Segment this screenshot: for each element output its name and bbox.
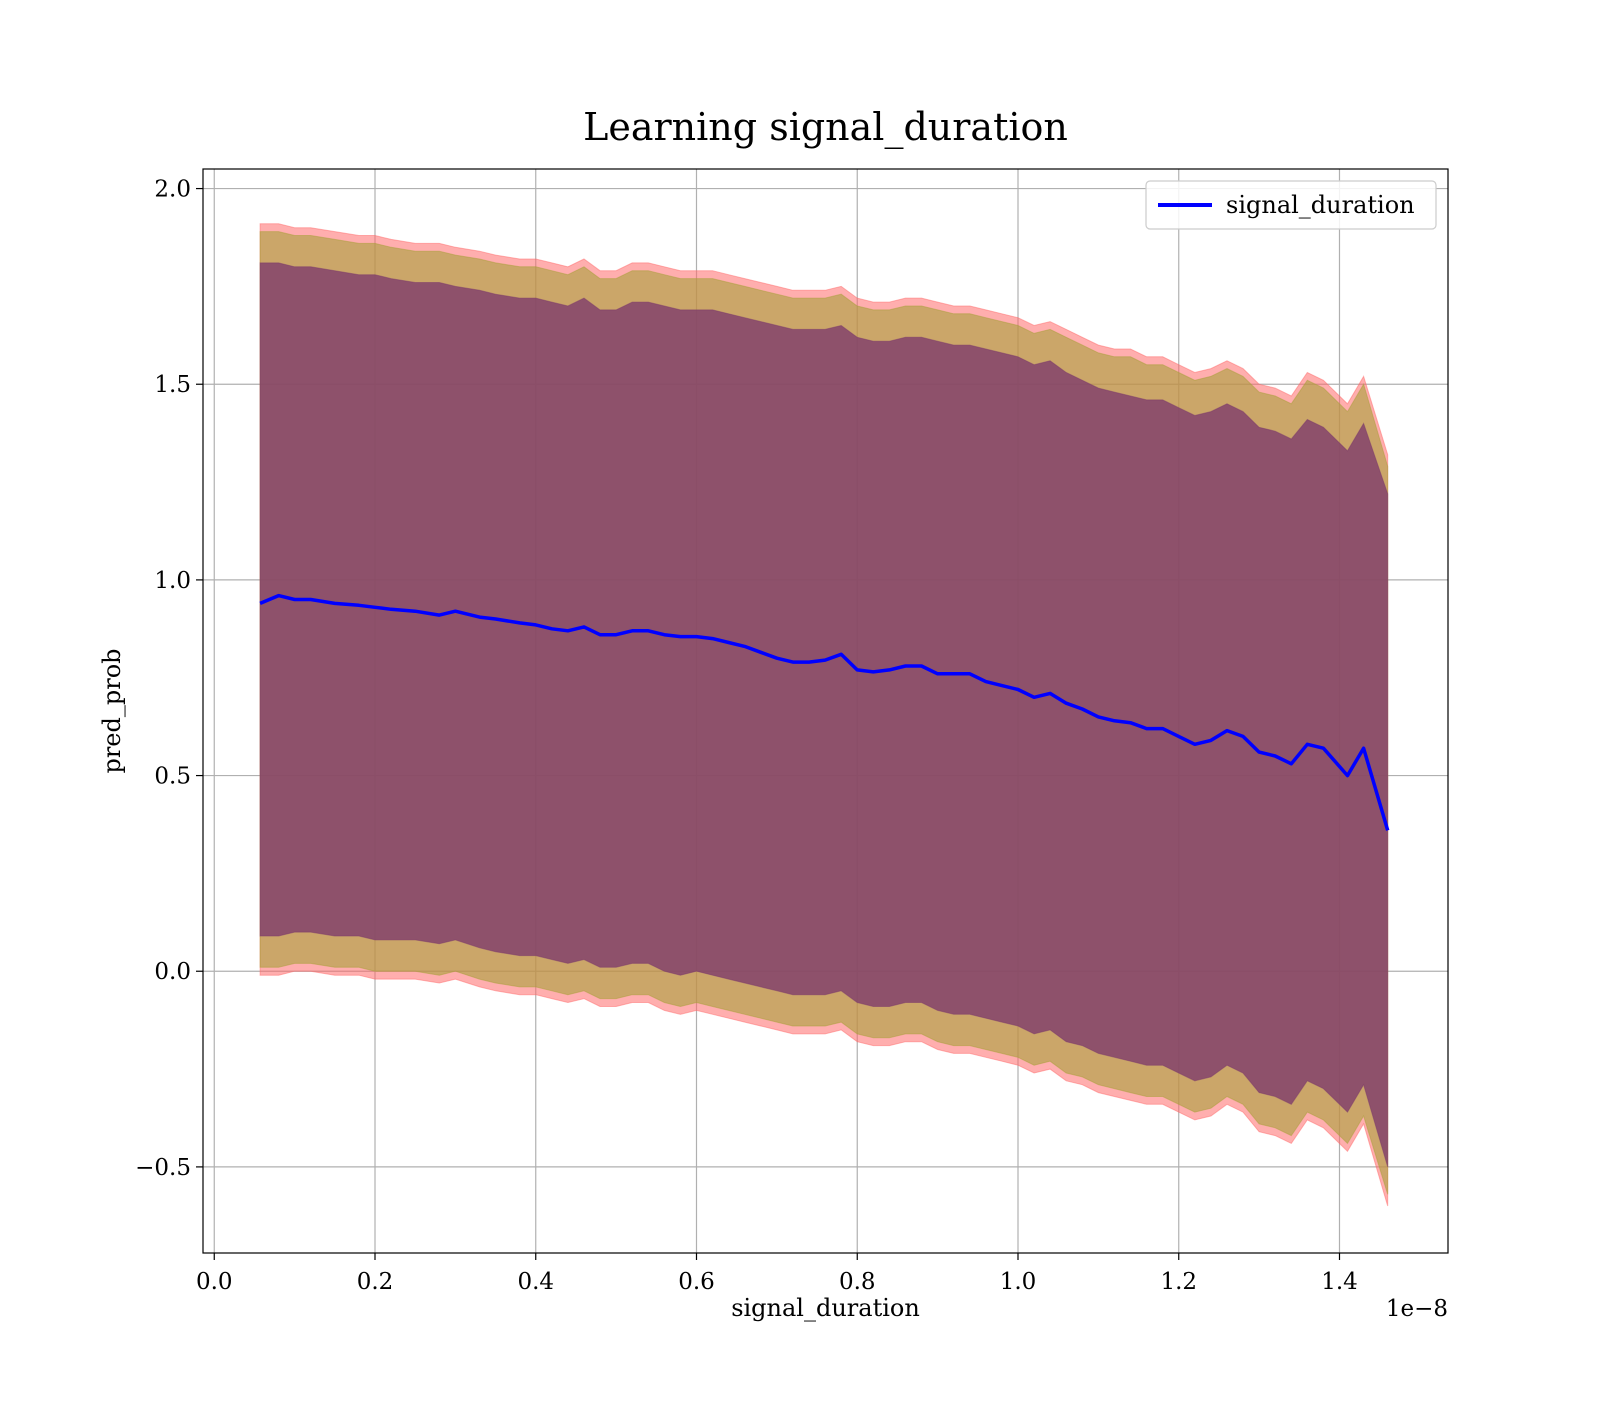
legend: signal_duration	[1145, 180, 1437, 230]
y-tick-label: 1.5	[154, 372, 191, 398]
line-layer	[259, 593, 1390, 831]
y-tick-label: −0.5	[135, 1155, 191, 1181]
plot-frame	[202, 168, 1449, 1254]
x-tick-label: 1.4	[1321, 1269, 1358, 1295]
x-tick-label: 1.2	[1160, 1269, 1197, 1295]
series-line	[259, 593, 1390, 831]
y-axis-label: pred_prob	[98, 648, 126, 773]
x-tick-label: 0.2	[357, 1269, 394, 1295]
x-tick-label: 1.0	[1000, 1269, 1037, 1295]
x-tick-label: 0.8	[839, 1269, 876, 1295]
y-tick-label: 2.0	[154, 177, 191, 203]
x-axis-label: signal_duration	[731, 1294, 920, 1322]
chart-title: Learning signal_duration	[583, 105, 1068, 150]
x-axis-offset-label: 1e−8	[1386, 1296, 1448, 1322]
y-tick-label: 1.0	[154, 568, 191, 594]
x-tick-label: 0.0	[196, 1269, 233, 1295]
x-tick-label: 0.4	[517, 1269, 554, 1295]
y-tick-label: 0.0	[154, 959, 191, 985]
x-tick-label: 0.6	[678, 1269, 715, 1295]
band-layer	[259, 223, 1389, 1207]
tick-layer: 0.0 0.2 0.4 0.6 0.8 1.0 1.2 1.4 −0.5 0.0 0.5 1.0 1.5…	[135, 177, 1358, 1295]
legend-box	[1145, 180, 1437, 230]
legend-label: signal_duration	[1226, 191, 1415, 219]
y-tick-label: 0.5	[154, 764, 191, 790]
band-inner	[259, 262, 1389, 1168]
